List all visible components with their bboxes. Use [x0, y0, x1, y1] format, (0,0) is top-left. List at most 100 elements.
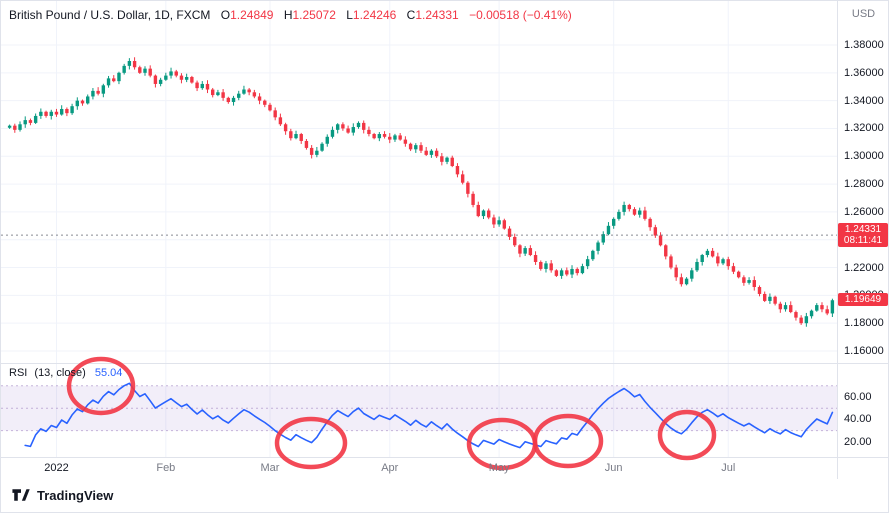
candle-body — [158, 79, 163, 84]
rsi-value: 55.04 — [94, 367, 123, 379]
candle-body — [346, 128, 350, 133]
candle-body — [237, 93, 241, 98]
ohlc-high: H1.25072 — [283, 8, 336, 22]
annotation-circle[interactable] — [532, 413, 604, 469]
price-axis-label: 1.28000 — [844, 178, 884, 191]
candle-body — [700, 255, 704, 262]
currency-label: USD — [851, 8, 876, 20]
price-axis-label: 1.38000 — [844, 39, 884, 51]
time-axis-label-2022: 2022 — [44, 462, 69, 474]
rsi-title[interactable]: RSI — [9, 367, 28, 379]
current-price: 1.24331 — [844, 224, 882, 236]
candle-body — [273, 110, 277, 118]
candle-body — [335, 124, 340, 130]
candle-body — [575, 268, 579, 274]
candle-body — [596, 242, 600, 251]
candle-body — [559, 270, 564, 276]
candle-body — [70, 106, 74, 114]
rsi-legend[interactable]: RSI (13, close) 55.04 — [9, 367, 122, 379]
annotation-circle[interactable] — [66, 356, 136, 416]
candle-body — [783, 305, 788, 310]
candle-body — [471, 193, 475, 205]
candle-body — [523, 248, 527, 254]
candle-body — [393, 135, 397, 140]
candle-body — [289, 131, 293, 139]
candle-body — [65, 108, 69, 114]
candle-body — [429, 150, 434, 155]
candle-body — [747, 280, 751, 283]
price-axis[interactable]: 1.38000 1.36000 1.34000 1.32000 1.30000 1.280… — [837, 1, 888, 479]
candle-body — [544, 263, 548, 269]
bar-countdown: 08:11:41 — [843, 235, 883, 247]
candle-body — [18, 124, 22, 130]
candle-body — [539, 261, 543, 269]
candle-body — [445, 157, 449, 162]
candle-body — [278, 117, 283, 125]
candle-body — [28, 120, 33, 123]
candle-body — [466, 182, 470, 194]
footer-bar: TradingView — [1, 479, 888, 512]
candle-body — [210, 89, 215, 96]
candle-body — [674, 267, 678, 278]
candle-body — [330, 129, 335, 137]
rsi-axis-label: 60.00 — [844, 391, 872, 403]
candle-body — [752, 280, 756, 288]
candle-body — [252, 92, 257, 97]
ohlc-close: C1.24331 — [406, 8, 459, 22]
candle-body — [632, 209, 637, 215]
time-axis-label-apr: Apr — [381, 462, 399, 474]
candle-body — [622, 204, 626, 212]
candle-body — [164, 75, 168, 80]
candle-body — [377, 134, 382, 139]
candle-body — [247, 89, 251, 93]
last-price-badge: 1.19649 — [838, 293, 888, 307]
candle-body — [372, 134, 376, 139]
candle-body — [424, 150, 428, 155]
time-axis[interactable]: 2022 Feb Mar Apr May Jun Jul — [1, 457, 837, 479]
symbol-title[interactable]: British Pound / U.S. Dollar, 1D, FXCM — [9, 8, 211, 22]
candle-body — [414, 145, 418, 150]
candle-body — [695, 261, 699, 271]
candle-body — [497, 220, 501, 225]
time-axis-label-feb: Feb — [156, 462, 176, 474]
candle-body — [226, 97, 231, 103]
candle-body — [658, 235, 663, 246]
candle-body — [710, 250, 715, 257]
price-change: −0.00518 (−0.41%) — [469, 8, 572, 22]
symbol-legend[interactable]: British Pound / U.S. Dollar, 1D, FXCM O1… — [9, 8, 572, 22]
candle-body — [127, 60, 132, 66]
candle-body — [179, 75, 184, 80]
candle-body — [325, 136, 329, 144]
candle-body — [112, 78, 116, 82]
annotation-circle[interactable] — [657, 409, 717, 461]
candle-body — [726, 259, 730, 267]
time-axis-label-jun: Jun — [604, 462, 623, 474]
candle-body — [174, 71, 178, 76]
current-price-badge: 1.24331 08:11:41 — [838, 223, 888, 248]
rsi-axis-label: 40.00 — [844, 413, 872, 426]
candle-body — [434, 150, 439, 157]
candle-body — [606, 225, 611, 235]
candle-body — [533, 255, 538, 262]
candle-body — [809, 310, 814, 317]
candle-body — [690, 270, 694, 279]
annotation-circle[interactable] — [274, 416, 348, 470]
candle-body — [460, 174, 465, 183]
candle-body — [580, 266, 585, 274]
candle-body — [731, 266, 736, 272]
candle-body — [59, 108, 64, 115]
tradingview-brand-link[interactable]: TradingView — [11, 485, 113, 505]
candle-body — [54, 111, 59, 115]
candle-body — [190, 76, 194, 83]
price-axis-label: 1.26000 — [844, 205, 884, 218]
candle-body — [75, 100, 80, 107]
candle-body — [736, 271, 741, 278]
candle-body — [216, 92, 220, 96]
candle-body — [549, 263, 553, 271]
candle-body — [257, 96, 262, 101]
candle-body — [299, 134, 303, 141]
candle-body — [679, 277, 684, 285]
price-axis-label: 1.32000 — [844, 122, 884, 135]
candle-body — [492, 217, 496, 225]
